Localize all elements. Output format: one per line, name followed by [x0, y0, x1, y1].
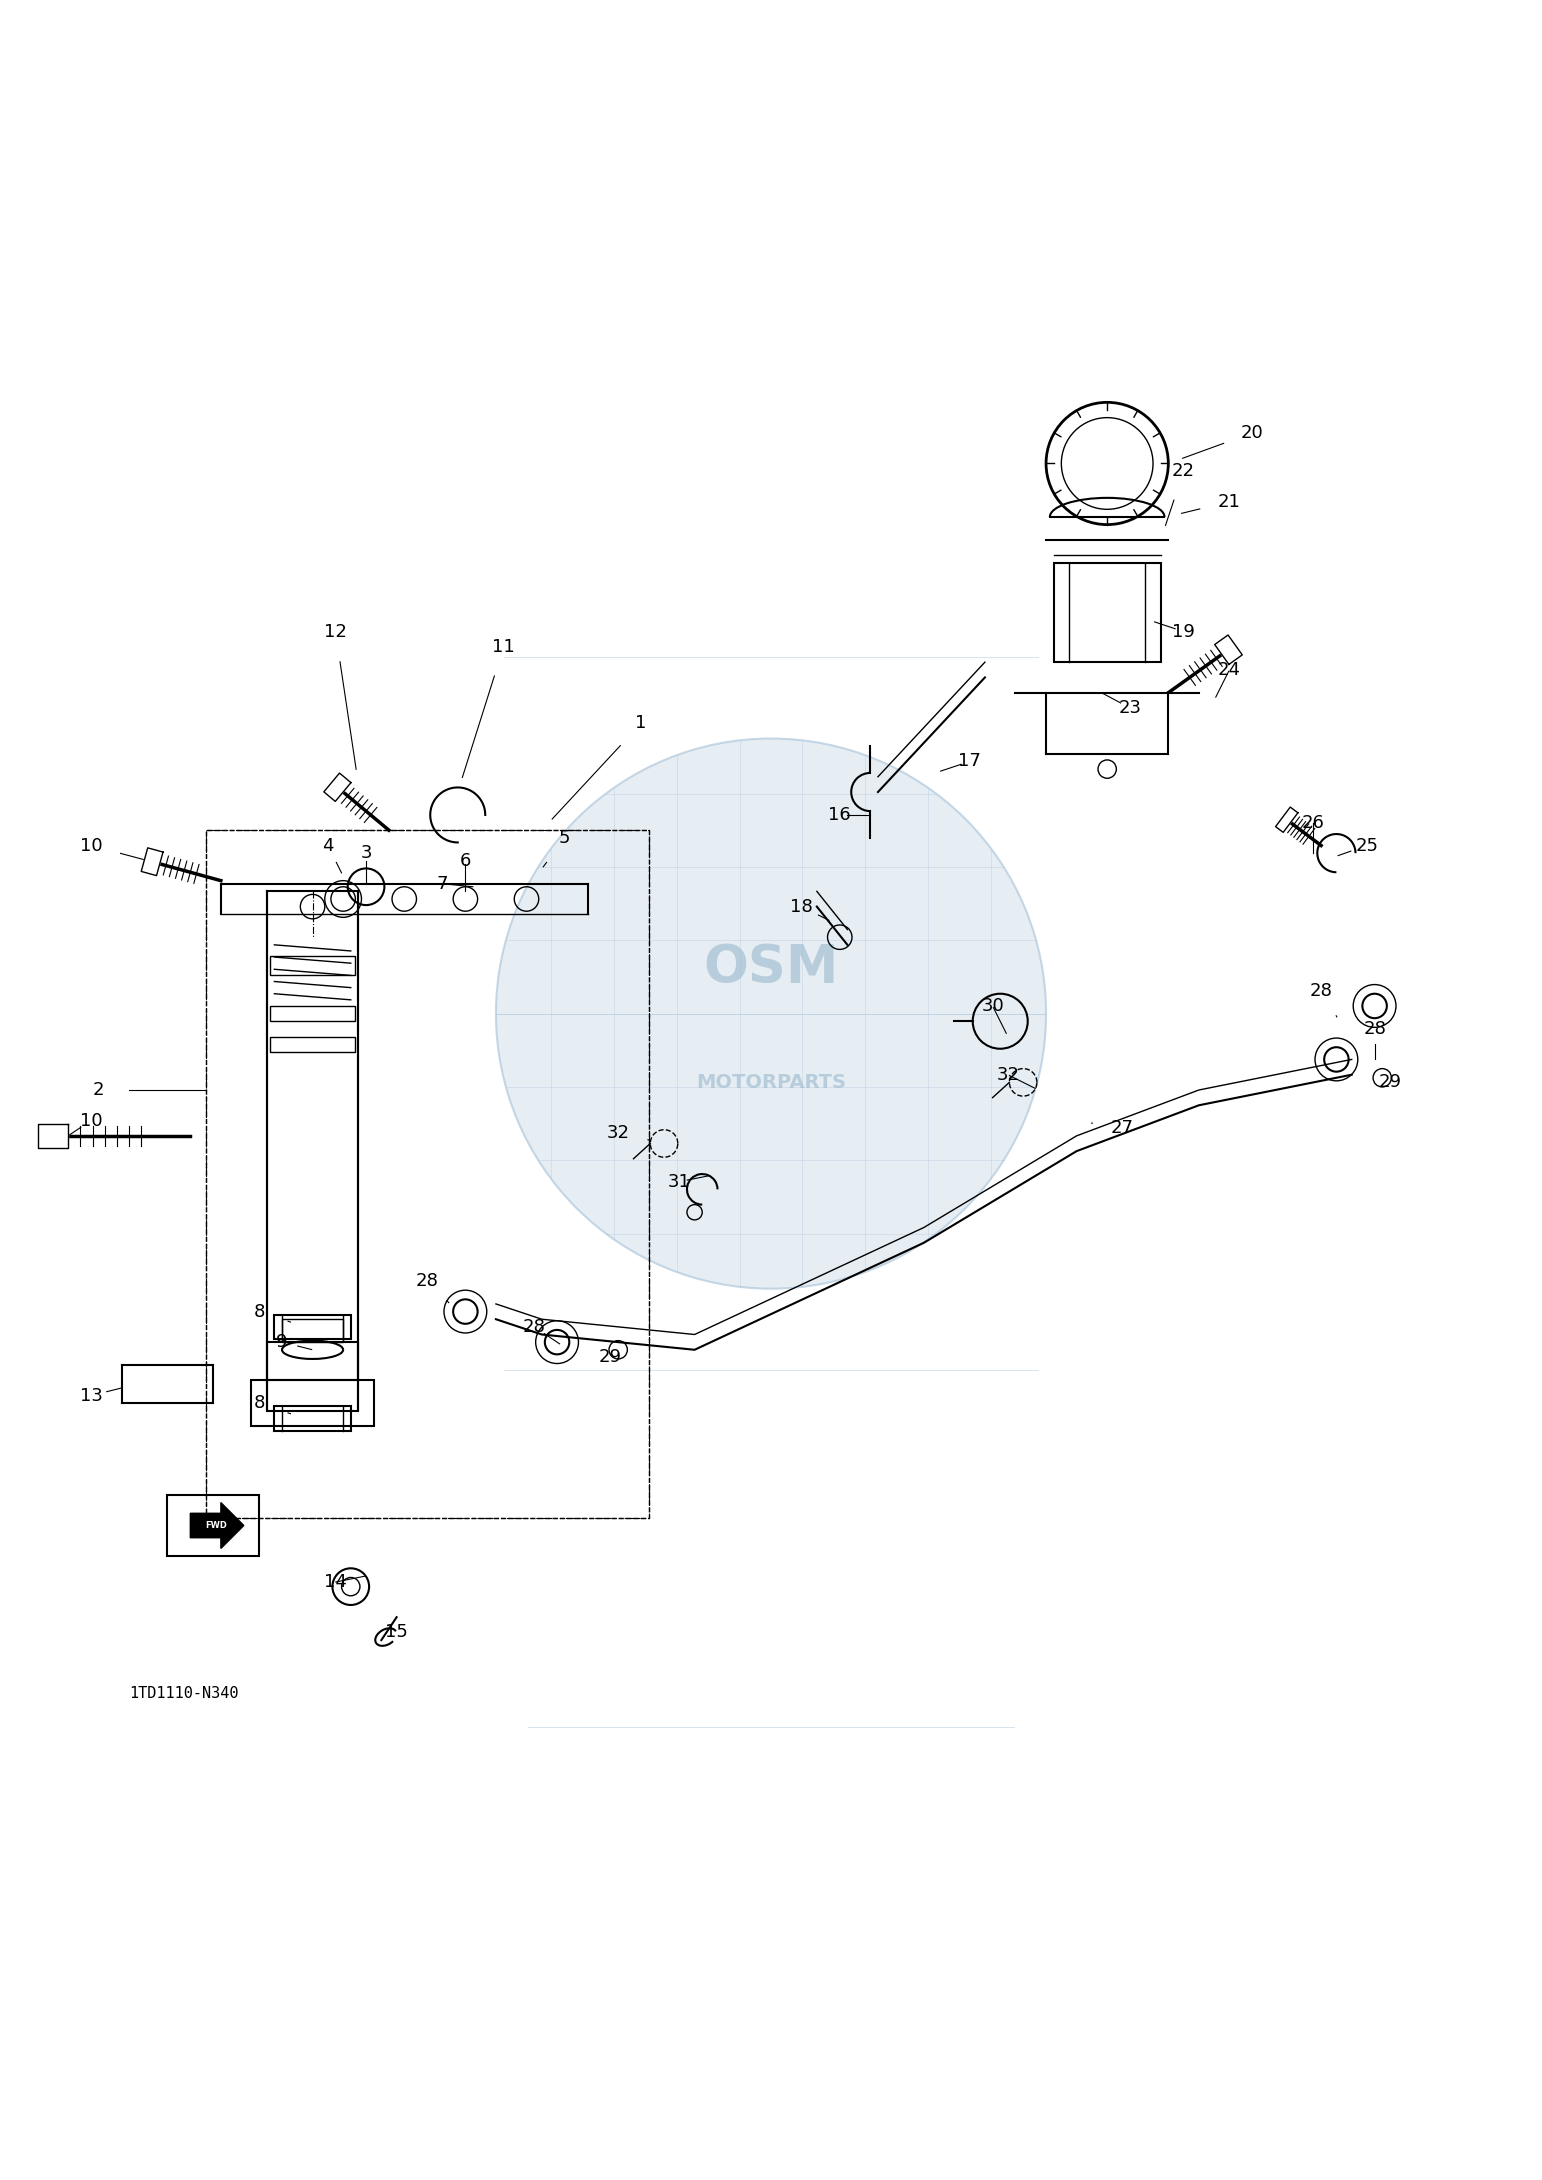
Text: 14: 14 — [324, 1574, 347, 1591]
Text: 24: 24 — [1218, 661, 1241, 678]
Bar — [270, 1005, 355, 1020]
Text: 29: 29 — [598, 1349, 621, 1367]
Bar — [251, 1380, 373, 1426]
Text: 1TD1110-N340: 1TD1110-N340 — [130, 1685, 239, 1700]
Circle shape — [609, 1341, 628, 1358]
Polygon shape — [37, 1123, 68, 1149]
Text: 9: 9 — [276, 1334, 288, 1352]
Circle shape — [1372, 1068, 1391, 1088]
Text: 10: 10 — [80, 1112, 102, 1129]
Text: MOTORPARTS: MOTORPARTS — [695, 1073, 847, 1092]
Text: 18: 18 — [790, 898, 813, 916]
Text: 5: 5 — [558, 828, 571, 846]
Polygon shape — [190, 1502, 244, 1548]
Text: 19: 19 — [1172, 623, 1195, 641]
Circle shape — [497, 739, 1045, 1288]
Circle shape — [544, 1330, 569, 1354]
Text: 16: 16 — [828, 807, 851, 824]
Bar — [1053, 562, 1161, 663]
Text: 26: 26 — [1301, 813, 1325, 831]
Text: 23: 23 — [1118, 700, 1141, 717]
Bar — [274, 1315, 350, 1339]
Text: 28: 28 — [1309, 981, 1332, 1001]
Circle shape — [1325, 1046, 1349, 1073]
Text: 7: 7 — [436, 874, 449, 892]
Text: 12: 12 — [324, 623, 347, 641]
Text: 4: 4 — [322, 837, 333, 855]
Polygon shape — [142, 848, 163, 876]
Text: 8: 8 — [253, 1395, 265, 1413]
Text: 22: 22 — [1172, 462, 1195, 480]
Text: 28: 28 — [1363, 1020, 1386, 1038]
Text: 13: 13 — [80, 1386, 102, 1404]
Text: 11: 11 — [492, 639, 515, 656]
Circle shape — [1363, 994, 1386, 1018]
Circle shape — [453, 1299, 478, 1323]
Text: 27: 27 — [1110, 1118, 1133, 1138]
Polygon shape — [1275, 807, 1298, 833]
Text: 31: 31 — [668, 1173, 691, 1190]
Polygon shape — [1215, 634, 1243, 665]
Bar — [274, 1406, 350, 1430]
Bar — [168, 1495, 259, 1557]
Bar — [267, 1343, 358, 1380]
Text: FWD: FWD — [205, 1522, 227, 1530]
Text: 15: 15 — [386, 1624, 409, 1642]
Text: 3: 3 — [361, 844, 372, 861]
Text: 8: 8 — [253, 1304, 265, 1321]
Bar — [270, 955, 355, 974]
Polygon shape — [324, 774, 352, 802]
Bar — [270, 1036, 355, 1051]
Text: 32: 32 — [606, 1123, 629, 1142]
Text: 30: 30 — [981, 996, 1004, 1016]
Text: 21: 21 — [1218, 493, 1241, 510]
Bar — [282, 1319, 344, 1343]
Text: 20: 20 — [1241, 423, 1264, 443]
Text: 17: 17 — [958, 752, 981, 770]
Text: 10: 10 — [80, 837, 102, 855]
Text: 25: 25 — [1355, 837, 1379, 855]
Text: 28: 28 — [416, 1271, 438, 1291]
Text: 32: 32 — [996, 1066, 1019, 1083]
Text: OSM: OSM — [703, 942, 839, 994]
Text: 28: 28 — [523, 1319, 546, 1336]
Text: 6: 6 — [460, 852, 470, 870]
Text: 2: 2 — [93, 1081, 105, 1099]
Text: 29: 29 — [1379, 1073, 1402, 1092]
Text: 1: 1 — [635, 715, 646, 732]
